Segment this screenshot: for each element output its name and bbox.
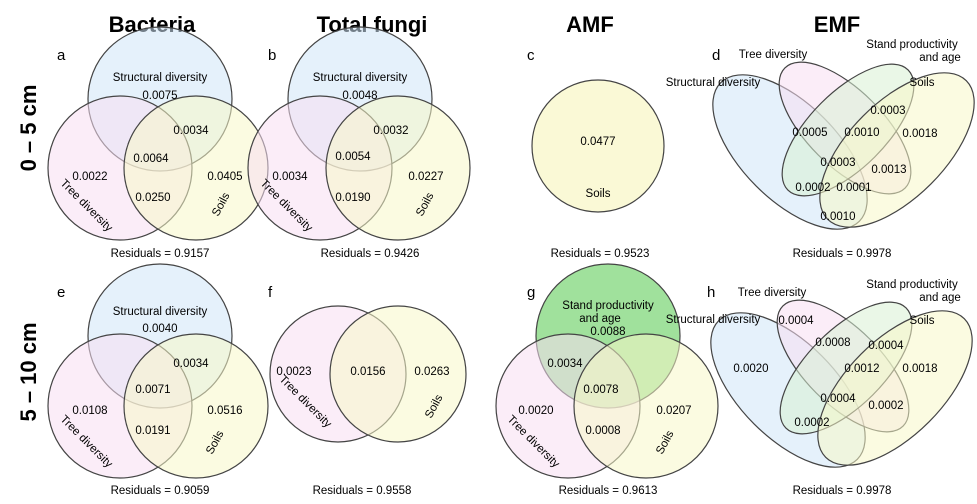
value-1: 0.0003 bbox=[870, 105, 905, 117]
value-3: 0.0005 bbox=[792, 127, 827, 139]
residuals: Residuals = 0.9978 bbox=[793, 248, 892, 260]
value-structural-soils: 0.0034 bbox=[173, 125, 209, 137]
soils-circle bbox=[329, 305, 467, 443]
panel-letter: f bbox=[268, 284, 273, 301]
value-stand-tree: 0.0034 bbox=[547, 358, 583, 370]
value-all-three: 0.0054 bbox=[335, 151, 371, 163]
value-soils-only: 0.0516 bbox=[207, 405, 242, 417]
value-tree-soils: 0.0250 bbox=[135, 192, 170, 204]
stand-productivity-label: Stand productivity bbox=[562, 300, 654, 312]
value-tree-soils: 0.0008 bbox=[585, 425, 620, 437]
value-structural-soils: 0.0032 bbox=[373, 125, 408, 137]
value-soils-only: 0.0207 bbox=[656, 405, 691, 417]
value-soils-only: 0.0263 bbox=[414, 366, 449, 378]
value-structural-only: 0.0040 bbox=[142, 323, 177, 335]
residuals: Residuals = 0.9613 bbox=[559, 485, 658, 497]
soils-label: Soils bbox=[910, 315, 935, 327]
soils-circle bbox=[123, 95, 269, 241]
stand-productivity-label-line2: and age bbox=[919, 292, 961, 304]
value-3: 0.0004 bbox=[868, 340, 904, 352]
structural-diversity-label: Structural diversity bbox=[313, 72, 408, 84]
value-structural-only: 0.0075 bbox=[142, 90, 177, 102]
value-tree-soils: 0.0190 bbox=[335, 192, 370, 204]
value-tree-only: 0.0034 bbox=[272, 171, 308, 183]
value-structural-only: 0.0048 bbox=[342, 90, 377, 102]
value-9: 0.0010 bbox=[820, 211, 855, 223]
structural-diversity-label: Structural diversity bbox=[666, 77, 761, 89]
value-soils-only: 0.0227 bbox=[408, 171, 443, 183]
column-title-emf: EMF bbox=[814, 12, 860, 37]
panel-letter: h bbox=[707, 284, 715, 301]
value-tree-soils: 0.0191 bbox=[135, 425, 170, 437]
value-stand-only: 0.0088 bbox=[590, 326, 625, 338]
soils-ellipse bbox=[817, 310, 973, 466]
value-5: 0.0013 bbox=[871, 164, 906, 176]
value-tree-only: 0.0020 bbox=[518, 405, 553, 417]
value-tree-only: 0.0022 bbox=[72, 171, 107, 183]
tree-diversity-label: Tree diversity bbox=[739, 49, 808, 61]
panel-c: c 0.0477 Soils Residuals = 0.9523 bbox=[527, 47, 665, 260]
soils-circle bbox=[123, 333, 269, 479]
soils-ellipse bbox=[819, 72, 975, 228]
residuals: Residuals = 0.9426 bbox=[321, 248, 420, 260]
stand-productivity-label-line2: and age bbox=[919, 52, 961, 64]
value-2: 0.0008 bbox=[815, 337, 850, 349]
value-structural-soils: 0.0034 bbox=[173, 358, 209, 370]
value-1: 0.0004 bbox=[778, 315, 814, 327]
value-7: 0.0002 bbox=[795, 182, 830, 194]
residuals: Residuals = 0.9978 bbox=[793, 485, 892, 497]
panel-letter: b bbox=[268, 47, 276, 64]
value-all-three: 0.0064 bbox=[133, 153, 169, 165]
residuals: Residuals = 0.9558 bbox=[313, 485, 412, 497]
value-tree-only: 0.0108 bbox=[72, 405, 107, 417]
stand-productivity-label-line2: and age bbox=[579, 313, 621, 325]
value-tree-soils: 0.0156 bbox=[350, 366, 385, 378]
row-label-5-10cm: 5 – 10 cm bbox=[16, 322, 41, 421]
panel-b: b Structural diversity 0.0048 0.0032 0.0… bbox=[247, 26, 471, 260]
panel-letter: g bbox=[527, 284, 535, 301]
value-5: 0.0012 bbox=[844, 363, 879, 375]
panel-e: e Structural diversity 0.0040 0.0034 0.0… bbox=[47, 263, 269, 497]
panel-d: d Tree diversity Structural diversity St… bbox=[666, 39, 975, 260]
soils-label: Soils bbox=[586, 188, 611, 200]
panel-f: f 0.0023 0.0156 0.0263 Tree diversity So… bbox=[268, 284, 467, 497]
value-tree-only: 0.0023 bbox=[276, 366, 311, 378]
panel-a: a Structural diversity 0.0075 0.0034 0.0… bbox=[47, 26, 269, 260]
soils-label: Soils bbox=[910, 77, 935, 89]
row-label-0-5cm: 0 – 5 cm bbox=[16, 85, 41, 172]
value-4: 0.0020 bbox=[733, 363, 768, 375]
panel-letter: c bbox=[527, 47, 535, 64]
stand-productivity-label: Stand productivity bbox=[866, 279, 958, 291]
residuals: Residuals = 0.9157 bbox=[111, 248, 210, 260]
residuals: Residuals = 0.9523 bbox=[551, 248, 650, 260]
value-all-three: 0.0071 bbox=[135, 384, 170, 396]
panel-letter: d bbox=[712, 47, 720, 64]
panel-g: g Stand productivity and age 0.0088 0.00… bbox=[495, 263, 719, 497]
residuals: Residuals = 0.9059 bbox=[111, 485, 210, 497]
value-2: 0.0018 bbox=[902, 128, 937, 140]
structural-diversity-label: Structural diversity bbox=[113, 72, 208, 84]
structural-diversity-label: Structural diversity bbox=[113, 306, 208, 318]
soils-circle bbox=[325, 95, 471, 241]
value-soils-only: 0.0477 bbox=[580, 136, 615, 148]
value-all-three: 0.0078 bbox=[583, 384, 618, 396]
tree-diversity-label: Tree diversity bbox=[738, 287, 807, 299]
value-7: 0.0004 bbox=[820, 393, 856, 405]
value-9: 0.0002 bbox=[794, 417, 829, 429]
soils-circle bbox=[531, 79, 665, 213]
soils-circle bbox=[573, 333, 719, 479]
value-8: 0.0001 bbox=[836, 182, 871, 194]
panel-letter: a bbox=[57, 47, 66, 64]
value-6: 0.0003 bbox=[820, 157, 855, 169]
panel-letter: e bbox=[57, 284, 65, 301]
panel-h: h Tree diversity Structural diversity St… bbox=[666, 279, 973, 497]
stand-productivity-label: Stand productivity bbox=[866, 39, 958, 51]
column-title-amf: AMF bbox=[566, 12, 614, 37]
value-4: 0.0010 bbox=[844, 127, 879, 139]
structural-diversity-label: Structural diversity bbox=[666, 314, 761, 326]
value-8: 0.0002 bbox=[868, 400, 903, 412]
value-6: 0.0018 bbox=[902, 363, 937, 375]
value-soils-only: 0.0405 bbox=[207, 171, 242, 183]
